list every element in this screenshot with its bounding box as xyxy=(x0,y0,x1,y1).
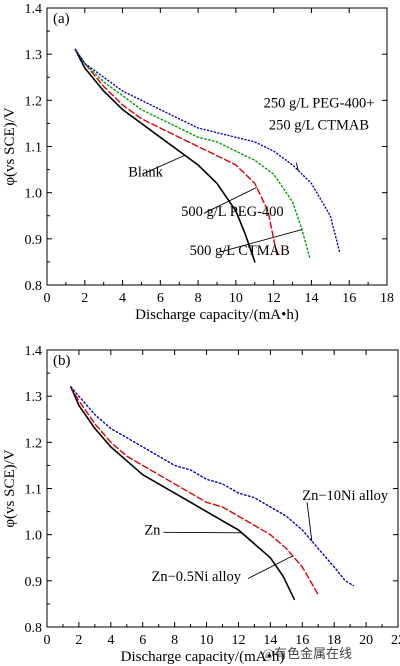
x-tick-label: 12 xyxy=(267,291,281,306)
x-tick-label: 4 xyxy=(107,633,114,648)
annotation-leader xyxy=(247,555,293,579)
series-line-3 xyxy=(74,48,341,254)
x-tick-label: 16 xyxy=(342,291,356,306)
x-tick-label: 0 xyxy=(44,291,51,306)
y-tick-label: 0.8 xyxy=(25,279,43,294)
panel-b-chart: 0 2 4 6 8 10 12 14 16 18 20 22 0.8 0.9 1.0 1.1 1.2 1.3 1.4… xyxy=(2,344,400,665)
annotation-leader xyxy=(306,502,313,542)
annotation-label: 250 g/L PEG-400+ xyxy=(264,95,375,111)
x-axis-title: Discharge capacity/(mA•h) xyxy=(121,649,285,665)
x-axis-title: Discharge capacity/(mA•h) xyxy=(135,307,299,323)
x-tick-label: 14 xyxy=(304,291,318,306)
x-tick-label: 20 xyxy=(359,633,373,648)
panel-label: (a) xyxy=(53,11,70,27)
x-tick-label: 14 xyxy=(263,633,277,648)
series-line-1 xyxy=(74,48,279,258)
annotation-leader xyxy=(220,229,303,253)
annotation-label: 500 g/L CTMAB xyxy=(190,243,290,259)
annotation-leader xyxy=(142,154,186,175)
series-line-0 xyxy=(74,48,256,263)
y-tick-label: 1.1 xyxy=(25,483,43,498)
x-tick-label: 6 xyxy=(157,291,164,306)
annotation-label: Zn−0.5Ni alloy xyxy=(152,569,242,585)
x-tick-label: 18 xyxy=(380,291,394,306)
y-tick-label: 1.1 xyxy=(25,141,43,156)
annotation-leader xyxy=(203,186,257,214)
annotation-label: Zn xyxy=(144,523,161,539)
y-tick-label: 1.3 xyxy=(25,48,43,63)
y-tick-label: 0.9 xyxy=(25,575,43,590)
y-axis-title: φ(vs SCE)/V xyxy=(2,449,18,527)
x-tick-label: 2 xyxy=(75,633,82,648)
annotation-label: 500 g/L PEG-400 xyxy=(181,204,284,220)
x-tick-label: 22 xyxy=(391,633,400,648)
series-line-0 xyxy=(70,386,296,601)
annotation-label: 250 g/L CTMAB xyxy=(269,117,369,133)
series-line-1 xyxy=(70,386,319,596)
annotation-label: Blank xyxy=(128,165,163,181)
y-tick-label: 1.3 xyxy=(25,390,43,405)
y-tick-label: 1.4 xyxy=(25,344,43,359)
y-tick-label: 1.0 xyxy=(25,529,43,544)
x-tick-label: 8 xyxy=(171,633,178,648)
x-tick-label: 10 xyxy=(200,633,214,648)
y-tick-label: 0.9 xyxy=(25,233,43,248)
y-tick-label: 1.2 xyxy=(25,94,43,109)
y-tick-label: 1.2 xyxy=(25,436,43,451)
y-tick-label: 0.8 xyxy=(25,621,43,636)
panel-a-chart: 0 2 4 6 8 10 12 14 16 18 0.8 0.9 1.0 1.1 1.2 1.3 1.4 Disc… xyxy=(2,2,394,323)
x-tick-label: 6 xyxy=(139,633,146,648)
watermark-text: @有色金属在线 xyxy=(262,646,352,661)
x-tick-label: 2 xyxy=(81,291,88,306)
series-line-2 xyxy=(74,48,311,258)
x-tick-label: 0 xyxy=(44,633,51,648)
annotation-leader xyxy=(295,162,299,171)
annotation-label: Zn−10Ni alloy xyxy=(302,488,389,504)
x-tick-label: 12 xyxy=(231,633,245,648)
x-tick-label: 16 xyxy=(295,633,309,648)
panel-label: (b) xyxy=(53,353,71,369)
x-tick-label: 8 xyxy=(195,291,202,306)
y-tick-label: 1.0 xyxy=(25,187,43,202)
series-line-2 xyxy=(70,386,354,587)
x-tick-label: 10 xyxy=(229,291,243,306)
x-tick-label: 18 xyxy=(327,633,341,648)
y-axis-title: φ(vs SCE)/V xyxy=(2,107,18,185)
y-tick-label: 1.4 xyxy=(25,2,43,17)
x-tick-label: 4 xyxy=(119,291,126,306)
